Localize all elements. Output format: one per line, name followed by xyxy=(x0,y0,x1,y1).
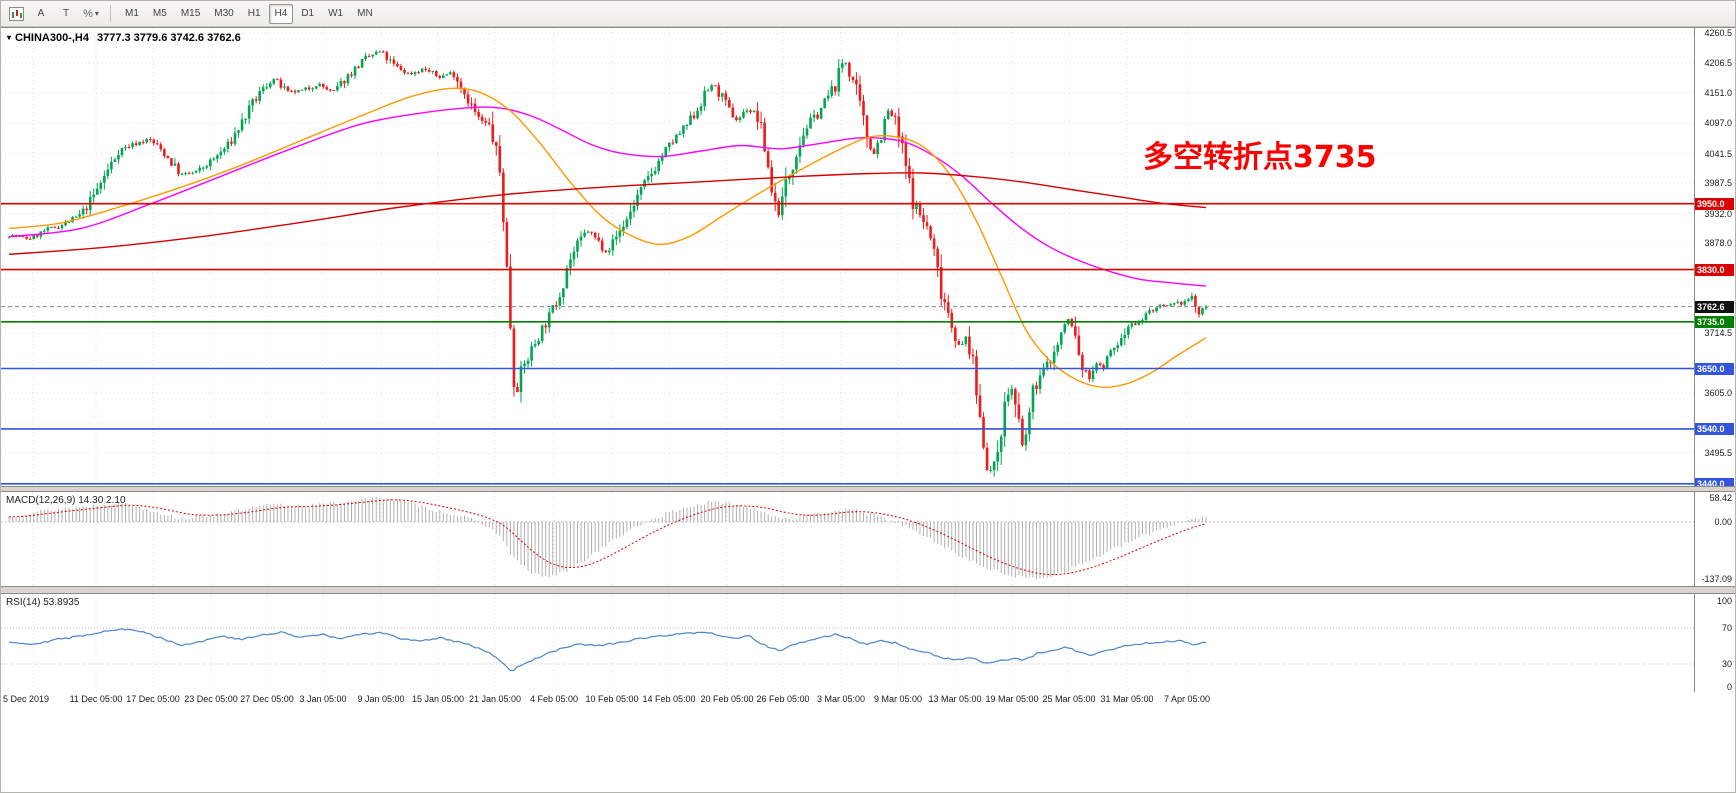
toolbar-separator xyxy=(110,5,111,22)
panel-splitter[interactable] xyxy=(1,486,1735,492)
rsi-axis[interactable]: 100 70 30 0 xyxy=(1695,594,1735,692)
main-chart-panel: ▾ CHINA300-,H4 3777.3 3779.6 3742.6 3762.6… xyxy=(1,28,1735,486)
timeframe-button-h4[interactable]: H4 xyxy=(268,3,294,24)
price-tick-label: 4260.5 xyxy=(1704,28,1732,39)
macd-tick-label: -137.09 xyxy=(1701,574,1732,584)
macd-axis[interactable]: 58.42 0.00 -137.09 xyxy=(1695,492,1735,586)
price-axis[interactable]: 4260.5 4206.5 4151.0 4097.0 4041.5 3987.5 3932… xyxy=(1695,28,1735,486)
dropdown-caret-icon: ▾ xyxy=(94,9,99,18)
main-plot[interactable]: ▾ CHINA300-,H4 3777.3 3779.6 3742.6 3762.6… xyxy=(1,28,1695,486)
macd-label: MACD(12,26,9) 14.30 2.10 xyxy=(6,495,126,506)
ohlc-values: 3777.3 3779.6 3742.6 3762.6 xyxy=(96,32,241,44)
time-tick-label: 3 Jan 05:00 xyxy=(299,694,347,704)
time-tick-label: 7 Apr 05:00 xyxy=(1163,694,1211,704)
price-tick-label: 4206.5 xyxy=(1704,57,1732,68)
price-tick-label: 3932.0 xyxy=(1704,208,1732,219)
time-tick-label: 20 Feb 05:00 xyxy=(700,694,754,704)
level-price-badge: 3650.0 xyxy=(1695,362,1734,375)
rsi-chart xyxy=(1,594,1694,692)
macd-tick-label: 58.42 xyxy=(1709,492,1732,503)
macd-tick-label: 0.00 xyxy=(1714,516,1732,527)
timeframe-button-m30[interactable]: M30 xyxy=(208,4,239,24)
level-price-badge: 3830.0 xyxy=(1695,263,1734,276)
price-tick-label: 3495.5 xyxy=(1704,448,1732,459)
timeframe-button-mn[interactable]: MN xyxy=(351,4,379,24)
time-tick-label: 5 Dec 2019 xyxy=(3,694,50,704)
time-tick-label: 17 Dec 05:00 xyxy=(126,694,180,704)
rsi-panel: RSI(14) 53.8935 100 70 30 0 xyxy=(1,594,1735,692)
chart-title: ▾ CHINA300-,H4 3777.3 3779.6 3742.6 3762.6 xyxy=(7,32,241,44)
text-tool-button[interactable]: T xyxy=(55,4,77,24)
bottom-filler xyxy=(1,708,1735,792)
time-tick-label: 10 Feb 05:00 xyxy=(585,694,639,704)
time-tick-label: 31 Mar 05:00 xyxy=(1100,694,1154,704)
macd-plot[interactable]: MACD(12,26,9) 14.30 2.10 xyxy=(1,492,1695,586)
time-tick-label: 19 Mar 05:00 xyxy=(985,694,1039,704)
price-tick-label: 4041.5 xyxy=(1704,148,1732,159)
time-tick-label: 26 Feb 05:00 xyxy=(756,694,810,704)
chart-window: ▾ CHINA300-,H4 3777.3 3779.6 3742.6 3762.6… xyxy=(1,27,1735,792)
toolbar: A T % ▾ M1 M5 M15 M30 H1 H4 D1 W1 MN xyxy=(1,1,1735,27)
rsi-label: RSI(14) 53.8935 xyxy=(6,597,80,608)
collapse-triangle-icon[interactable]: ▾ xyxy=(7,33,12,42)
level-price-badge: 3440.0 xyxy=(1695,477,1734,486)
cursor-tool-button[interactable]: A xyxy=(30,4,52,24)
bid-price-badge: 3762.6 xyxy=(1695,300,1734,313)
timeframe-button-d1[interactable]: D1 xyxy=(295,4,320,24)
timeframe-group: M1 M5 M15 M30 H1 H4 D1 W1 MN xyxy=(119,3,379,24)
chart-icon[interactable] xyxy=(5,4,27,24)
price-tick-label: 3987.5 xyxy=(1704,178,1732,189)
candlestick-chart xyxy=(1,28,1694,486)
price-tick-label: 3605.0 xyxy=(1704,388,1732,399)
time-tick-label: 15 Jan 05:00 xyxy=(411,694,465,704)
rsi-plot[interactable]: RSI(14) 53.8935 xyxy=(1,594,1695,692)
time-tick-label: 4 Feb 05:00 xyxy=(529,694,579,704)
timeframe-button-m15[interactable]: M15 xyxy=(175,4,206,24)
time-tick-label: 23 Dec 05:00 xyxy=(184,694,238,704)
time-tick-label: 14 Feb 05:00 xyxy=(642,694,696,704)
symbol-period-label: CHINA300-,H4 xyxy=(15,32,89,44)
level-price-badge: 3735.0 xyxy=(1695,315,1734,328)
time-tick-label: 3 Mar 05:00 xyxy=(816,694,866,704)
price-tick-label: 4097.0 xyxy=(1704,118,1732,128)
timeframe-button-w1[interactable]: W1 xyxy=(322,4,349,24)
rsi-tick-label: 0 xyxy=(1726,682,1732,692)
rsi-tick-label: 70 xyxy=(1721,623,1732,633)
timeframe-button-m1[interactable]: M1 xyxy=(119,4,145,24)
percent-icon: % xyxy=(83,7,93,20)
percent-tool-button[interactable]: % ▾ xyxy=(80,4,102,24)
time-tick-label: 25 Mar 05:00 xyxy=(1042,694,1096,704)
price-tick-label: 3878.0 xyxy=(1704,238,1732,249)
rsi-tick-label: 30 xyxy=(1721,659,1732,669)
time-tick-label: 21 Jan 05:00 xyxy=(468,694,522,704)
panel-splitter[interactable] xyxy=(1,586,1735,594)
chart-icon-glyph xyxy=(8,6,24,21)
timeframe-button-h1[interactable]: H1 xyxy=(242,4,267,24)
macd-panel: MACD(12,26,9) 14.30 2.10 58.42 0.00 -137.0… xyxy=(1,492,1735,586)
time-tick-label: 9 Mar 05:00 xyxy=(873,694,923,704)
level-price-badge: 3950.0 xyxy=(1695,197,1734,210)
level-price-badge: 3540.0 xyxy=(1695,422,1734,435)
macd-chart xyxy=(1,492,1694,586)
annotation-text: 多空转折点3735 xyxy=(1143,140,1377,175)
time-tick-label: 27 Dec 05:00 xyxy=(240,694,294,704)
timeframe-button-m5[interactable]: M5 xyxy=(147,4,173,24)
rsi-tick-label: 100 xyxy=(1716,596,1732,606)
time-tick-label: 9 Jan 05:00 xyxy=(357,694,405,704)
time-axis[interactable]: 5 Dec 2019 11 Dec 05:00 17 Dec 05:00 23 Dec… xyxy=(1,692,1695,708)
time-tick-label: 11 Dec 05:00 xyxy=(69,694,123,704)
time-tick-label: 13 Mar 05:00 xyxy=(928,694,982,704)
price-tick-label: 3714.5 xyxy=(1704,328,1732,339)
price-tick-label: 4151.0 xyxy=(1704,88,1732,99)
